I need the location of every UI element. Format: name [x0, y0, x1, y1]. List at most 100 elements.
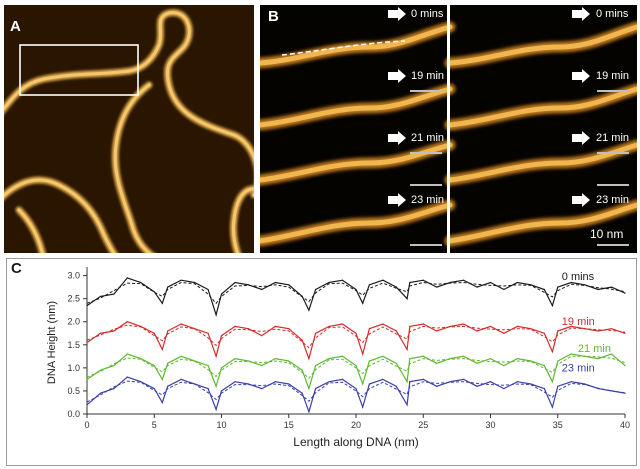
data-point	[570, 281, 572, 284]
x-axis-label: Length along DNA (nm)	[293, 435, 418, 449]
data-point	[194, 328, 196, 330]
time-label-left-2: 21 min	[411, 132, 445, 144]
data-point	[395, 286, 397, 288]
arrow-left-icon	[572, 193, 590, 207]
data-point	[355, 365, 357, 367]
data-point	[530, 328, 532, 330]
y-axis-label: DNA Height (nm)	[46, 301, 58, 384]
data-point	[99, 332, 102, 334]
time-arrows	[388, 7, 590, 207]
data-point	[86, 378, 88, 380]
data-point	[215, 314, 217, 316]
data-point	[207, 332, 209, 334]
data-point	[382, 355, 384, 357]
data-point	[551, 381, 554, 383]
dna-strand-5-core	[232, 187, 254, 253]
data-point	[207, 388, 209, 390]
data-point	[194, 281, 196, 284]
arrow-right-icon	[388, 193, 406, 207]
data-point	[308, 388, 310, 390]
x-tick-label: 25	[418, 420, 428, 430]
x-tick-label: 10	[216, 420, 226, 430]
height-profile-chart: 0 5 10 15 20 25 30 35 40 0.0 0.5 1.0 1.5 2.0 2.5 3.0 Len…	[46, 267, 630, 449]
data-point	[126, 376, 128, 378]
data-point	[557, 286, 559, 288]
strand-left-1-core	[260, 86, 453, 128]
data-point	[597, 358, 599, 360]
data-point	[261, 335, 263, 337]
data-point	[220, 293, 223, 295]
strand-right-3-core	[447, 202, 637, 244]
data-point	[449, 325, 451, 327]
data-point	[274, 281, 276, 284]
data-point	[409, 281, 411, 284]
data-point	[355, 332, 357, 334]
data-point	[215, 355, 217, 357]
data-point	[516, 381, 518, 383]
data-point	[341, 323, 344, 325]
data-point	[207, 288, 209, 291]
data-point	[113, 293, 115, 295]
data-point	[220, 335, 223, 337]
data-point	[584, 284, 586, 286]
arrow-left-icon	[572, 7, 590, 21]
data-point	[584, 383, 586, 385]
time-label-left-3: 23 min	[411, 194, 445, 206]
arrow-left-icon	[572, 69, 590, 83]
data-point	[180, 378, 182, 380]
data-point	[180, 279, 182, 281]
strand-left-3-core	[260, 202, 453, 244]
data-point	[161, 378, 163, 380]
data-point	[86, 404, 88, 406]
series-line	[86, 277, 626, 317]
x-tick-label: 30	[485, 420, 495, 430]
strand-right-0-core	[447, 24, 637, 66]
data-point	[570, 325, 572, 327]
data-point	[624, 365, 626, 367]
data-point	[557, 385, 559, 387]
data-point	[362, 302, 364, 304]
data-point	[161, 302, 163, 304]
data-point	[382, 378, 384, 380]
data-point	[86, 341, 88, 344]
data-point	[247, 328, 249, 330]
data-point	[368, 328, 370, 330]
y-tick-label: 2.0	[67, 317, 80, 327]
data-point	[113, 388, 115, 390]
data-point	[180, 323, 182, 325]
arrow-left-icon	[572, 131, 590, 145]
data-point	[543, 288, 545, 291]
time-label-left-0: 0 mins	[411, 8, 444, 20]
data-point	[301, 392, 303, 394]
data-point	[422, 323, 424, 325]
data-point	[247, 383, 249, 385]
data-point	[341, 279, 344, 281]
data-point	[288, 360, 290, 362]
data-point	[463, 279, 465, 281]
data-point	[328, 381, 330, 383]
data-point	[315, 288, 317, 291]
time-label-right-2: 21 min	[596, 132, 630, 144]
data-point	[220, 367, 223, 369]
data-point	[463, 355, 465, 357]
column-divider	[447, 5, 450, 253]
data-point	[301, 295, 303, 297]
series-fit-line	[86, 281, 626, 305]
data-point	[476, 330, 478, 332]
data-point	[167, 286, 169, 288]
series-label: 0 mins	[562, 271, 595, 283]
afm-image-panel-a: A	[4, 5, 254, 253]
strand-left-0-core	[260, 24, 453, 66]
data-point	[597, 330, 599, 332]
data-point	[382, 323, 384, 325]
data-point	[395, 362, 397, 364]
y-tick-label: 0.0	[67, 409, 80, 419]
data-point	[489, 358, 492, 360]
data-point	[422, 378, 424, 380]
x-tick-label: 5	[152, 420, 157, 430]
data-point	[308, 411, 310, 413]
data-point	[463, 323, 465, 325]
data-point	[99, 392, 102, 394]
series-line	[86, 321, 626, 361]
data-point	[315, 365, 317, 367]
